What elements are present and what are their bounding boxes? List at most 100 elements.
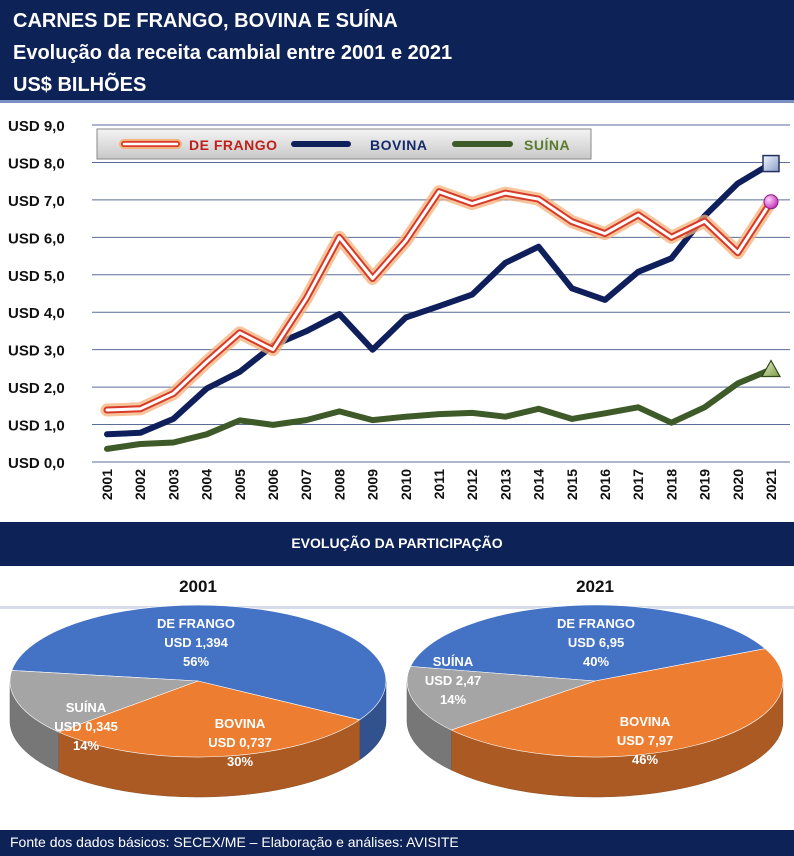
x-tick-label: 2019 [697, 469, 713, 500]
pie-label: 46% [632, 752, 658, 767]
data-point-suina [570, 417, 574, 421]
data-point-bovina [171, 417, 175, 421]
y-tick-label: USD 2,0 [8, 380, 65, 397]
data-point-frango [337, 235, 341, 239]
pie-label: SUÍNA [433, 654, 474, 669]
x-tick-label: 2017 [630, 469, 646, 500]
data-point-suina [171, 441, 175, 445]
pie-slice-defrango [410, 604, 766, 682]
data-point-suina [537, 407, 541, 411]
pie-label: 14% [73, 738, 99, 753]
data-point-frango [238, 331, 242, 335]
end-marker-suina [760, 359, 782, 378]
end-marker-frango [763, 194, 779, 210]
data-point-bovina [337, 312, 341, 316]
data-point-bovina [470, 293, 474, 297]
data-point-frango [205, 360, 209, 364]
x-tick-label: 2009 [365, 469, 381, 500]
pie-slice-defrango [11, 604, 387, 721]
y-tick-label: USD 8,0 [8, 155, 65, 172]
data-point-bovina [503, 261, 507, 265]
data-point-suina [470, 411, 474, 415]
data-point-bovina [105, 432, 109, 436]
data-point-frango [138, 407, 142, 411]
x-tick-label: 2018 [663, 469, 679, 500]
unit-label: US$ BILHÕES [13, 74, 147, 96]
data-point-frango [171, 391, 175, 395]
pie-label: USD 1,394 [164, 635, 228, 650]
data-point-bovina [669, 256, 673, 260]
data-point-suina [636, 405, 640, 409]
pie-label: 40% [583, 654, 609, 669]
pie-label: 30% [227, 754, 253, 769]
data-point-frango [603, 232, 607, 236]
data-point-frango [304, 297, 308, 301]
participation-title: EVOLUÇÃO DA PARTICIPAÇÃO [291, 535, 503, 551]
x-tick-label: 2021 [763, 469, 779, 500]
data-point-frango [404, 239, 408, 243]
y-tick-label: USD 4,0 [8, 305, 65, 322]
pie-label: USD 0,737 [208, 735, 272, 750]
x-tick-label: 2015 [564, 469, 580, 500]
y-tick-label: USD 0,0 [8, 455, 65, 472]
series-line-bovina [104, 160, 774, 438]
series-glow-frango [100, 185, 778, 417]
pie-slice-suna [406, 666, 596, 731]
data-point-bovina [404, 315, 408, 319]
x-tick-label: 2012 [464, 469, 480, 500]
pie-2001: 2001 DE FRANGO USD 1,394 56% BOVINA USD 0,737… [9, 577, 387, 798]
y-tick-label: USD 7,0 [8, 193, 65, 210]
data-point-bovina [736, 181, 740, 185]
data-point-bovina [570, 286, 574, 290]
source-text: Fonte dos dados básicos: SECEX/ME – Elab… [10, 834, 459, 850]
data-point-bovina [238, 370, 242, 374]
pie-label: BOVINA [620, 714, 671, 729]
pie-slice-bovina [450, 648, 784, 758]
data-point-suina [271, 423, 275, 427]
x-tick-label: 2007 [298, 469, 314, 500]
legend-label-bovina: BOVINA [370, 137, 427, 153]
series-core-frango [105, 190, 773, 412]
data-point-suina [404, 415, 408, 419]
x-tick-label: 2006 [265, 469, 281, 500]
x-tick-label: 2001 [99, 469, 115, 500]
series-line-suina [104, 366, 774, 452]
pie-label: DE FRANGO [557, 616, 635, 631]
data-point-suina [603, 411, 607, 415]
data-point-suina [138, 442, 142, 446]
data-point-suina [437, 412, 441, 416]
data-point-bovina [138, 431, 142, 435]
legend-label-suina: SUÍNA [524, 137, 570, 153]
data-point-frango [105, 408, 109, 412]
data-point-suina [105, 447, 109, 451]
pie-label: USD 0,345 [54, 719, 118, 734]
pie-title: 2001 [179, 577, 217, 596]
data-point-bovina [205, 387, 209, 391]
source-footer: Fonte dos dados básicos: SECEX/ME – Elab… [0, 830, 794, 856]
data-point-frango [470, 202, 474, 206]
data-point-bovina [304, 329, 308, 333]
data-point-suina [337, 409, 341, 413]
pie-label: SUÍNA [66, 700, 107, 715]
data-point-frango [371, 277, 375, 281]
series-line-frango [103, 188, 775, 414]
pie-label: BOVINA [215, 716, 266, 731]
y-tick-label: USD 9,0 [8, 118, 65, 135]
y-tick-label: USD 5,0 [8, 268, 65, 285]
data-point-suina [736, 381, 740, 385]
pie-slice-suna [9, 670, 199, 733]
data-point-bovina [603, 298, 607, 302]
x-tick-label: 2003 [165, 469, 181, 500]
data-point-frango [503, 191, 507, 195]
data-point-frango [636, 213, 640, 217]
x-tick-label: 2008 [331, 469, 347, 500]
data-point-bovina [537, 245, 541, 249]
participation-band: EVOLUÇÃO DA PARTICIPAÇÃO [0, 522, 794, 566]
data-point-bovina [636, 270, 640, 274]
x-tick-label: 2004 [199, 469, 215, 500]
data-point-bovina [703, 214, 707, 218]
data-point-frango [703, 219, 707, 223]
data-point-suina [703, 405, 707, 409]
data-point-frango [570, 220, 574, 224]
pie-label: DE FRANGO [157, 616, 235, 631]
